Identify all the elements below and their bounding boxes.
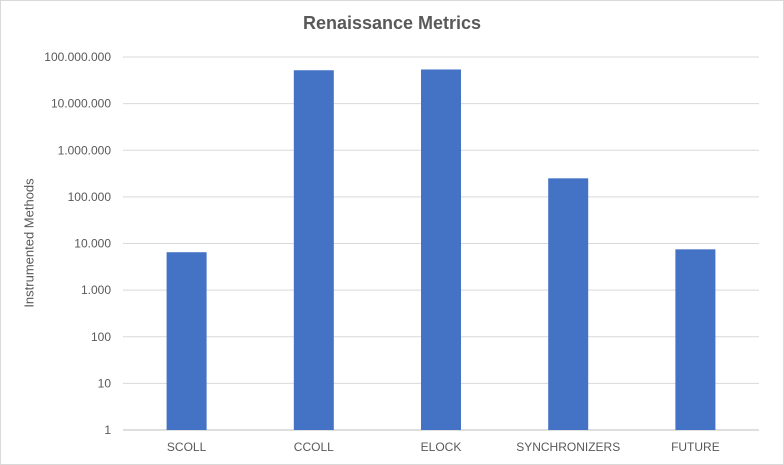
bar-elock — [421, 69, 461, 430]
y-tick-label: 1 — [104, 423, 111, 437]
bar-future — [675, 249, 716, 430]
x-tick-label: SCOLL — [167, 440, 207, 454]
bar-scoll — [166, 252, 207, 430]
y-tick-label: 10.000.000 — [51, 97, 111, 111]
x-tick-label: FUTURE — [671, 440, 720, 454]
y-tick-label: 100 — [91, 330, 111, 344]
bar-ccoll — [293, 70, 334, 431]
x-tick-label: CCOLL — [294, 440, 334, 454]
x-tick-label: ELOCK — [421, 440, 462, 454]
bar-synchronizers — [548, 178, 589, 430]
y-tick-label: 100.000 — [68, 190, 112, 204]
y-tick-label: 100.000.000 — [44, 50, 111, 64]
y-tick-label: 1.000.000 — [58, 143, 112, 157]
y-tick-label: 1.000 — [81, 283, 111, 297]
y-tick-label: 10.000 — [74, 237, 111, 251]
x-tick-label: SYNCHRONIZERS — [516, 440, 620, 454]
y-tick-label: 10 — [98, 376, 112, 390]
chart-title: Renaissance Metrics — [302, 13, 482, 33]
